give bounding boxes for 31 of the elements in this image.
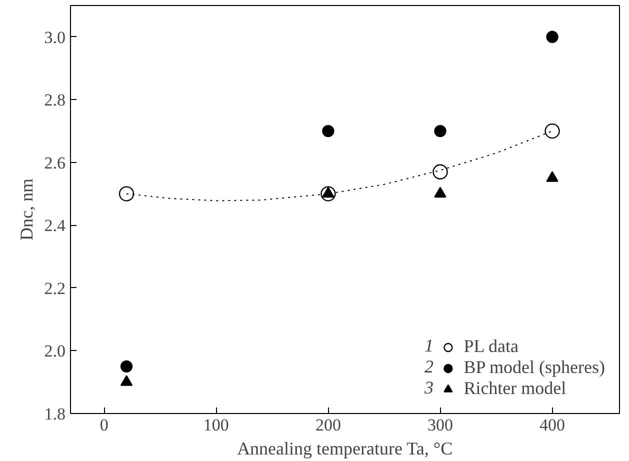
point (434, 186, 446, 198)
legend-label: PL data (464, 336, 519, 357)
y-tick-label: 3.0 (44, 28, 66, 47)
annotation: 1 (424, 336, 434, 356)
y-tick-label: 2.2 (44, 278, 66, 298)
x-tick-label: 0 (100, 416, 108, 434)
x-tick-label: 300 (427, 416, 453, 434)
y-axis-title: Dnc, nm (16, 178, 36, 240)
point (118, 186, 134, 202)
y-tick-label: 1.8 (44, 404, 66, 424)
legend-label: BP model (spheres) (464, 357, 605, 378)
point (322, 124, 334, 138)
point (546, 30, 558, 43)
point (120, 360, 133, 373)
x-tick-label: 100 (203, 416, 229, 434)
y-tick-label: 2.8 (44, 90, 66, 110)
point (432, 164, 448, 180)
point (544, 123, 560, 139)
annotation: 2 (424, 356, 434, 376)
point (434, 124, 446, 138)
point (322, 186, 334, 198)
x-tick-label: 200 (315, 416, 341, 434)
annotation: 3 (424, 378, 434, 398)
y-tick-label: 2.6 (44, 153, 66, 172)
point (546, 171, 558, 182)
y-tick-label: 2.0 (44, 342, 66, 361)
x-axis-title: Annealing temperature Ta, °C (237, 438, 453, 458)
point (120, 375, 133, 386)
y-tick-label: 2.4 (44, 216, 66, 236)
x-tick-label: 400 (540, 416, 566, 434)
legend-label: Richter model (464, 378, 566, 399)
